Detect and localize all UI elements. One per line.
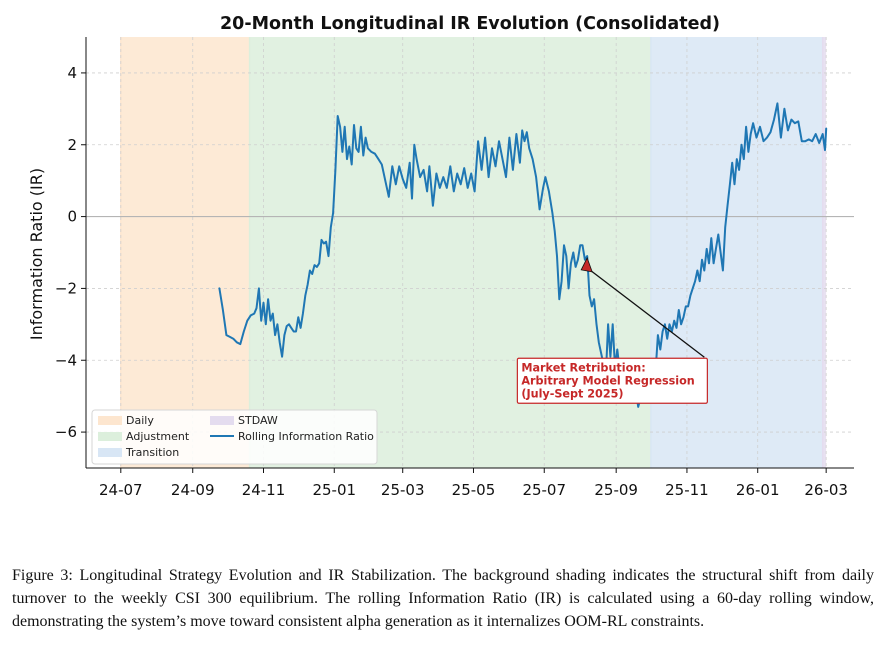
- annotation-text-line: (July-Sept 2025): [521, 387, 623, 400]
- regime-stdaw: [822, 37, 827, 468]
- y-tick-label: −2: [55, 279, 77, 297]
- x-tick-label: 25-07: [522, 481, 566, 499]
- regime-daily: [120, 37, 250, 468]
- x-tick-label: 25-03: [381, 481, 425, 499]
- legend-label: STDAW: [238, 414, 278, 427]
- figure-caption: Figure 3: Longitudinal Strategy Evolutio…: [12, 567, 874, 630]
- legend-label: Rolling Information Ratio: [238, 430, 374, 443]
- y-tick-label: 0: [67, 208, 77, 226]
- y-tick-label: −4: [55, 351, 77, 369]
- axes: [85, 37, 854, 469]
- legend-label: Daily: [126, 414, 154, 427]
- chart-title: 20-Month Longitudinal IR Evolution (Cons…: [220, 14, 720, 34]
- y-axis-label: Information Ratio (IR): [27, 168, 46, 340]
- x-tick-label: 24-11: [242, 481, 286, 499]
- x-tick-label: 25-11: [665, 481, 709, 499]
- annotation-arrowhead: [580, 256, 593, 273]
- legend-frame: [91, 409, 378, 465]
- legend-label: Adjustment: [126, 430, 190, 443]
- x-tick-label: 26-03: [804, 481, 848, 499]
- x-tick-label: 24-07: [99, 481, 143, 499]
- annotation-arrow-line: [586, 267, 705, 358]
- y-axis-ticks: 4 2 0 −2 −4 −6: [55, 64, 86, 441]
- annotation-market-retribution: Market Retribution:Arbitrary Model Regre…: [516, 256, 708, 404]
- legend-swatch-daily: [98, 416, 122, 425]
- y-tick-label: −6: [55, 423, 77, 441]
- legend-label: Transition: [125, 446, 179, 459]
- x-tick-label: 26-01: [736, 481, 780, 499]
- x-tick-label: 25-01: [312, 481, 356, 499]
- legend-swatch-transition: [98, 448, 122, 457]
- legend-swatch-stdaw: [210, 416, 234, 425]
- x-tick-label: 25-09: [594, 481, 638, 499]
- annotation-text-line: Arbitrary Model Regression: [521, 374, 694, 387]
- legend-swatch-adjustment: [98, 432, 122, 441]
- ir-evolution-chart: 24-07 24-09 24-11 25-01 25-03 25-05 25-07 25-09…: [27, 14, 854, 499]
- y-tick-label: 2: [67, 136, 77, 154]
- annotation-text-line: Market Retribution:: [521, 361, 645, 374]
- x-tick-label: 24-09: [171, 481, 215, 499]
- y-tick-label: 4: [67, 64, 77, 82]
- x-tick-label: 25-05: [452, 481, 496, 499]
- legend: Daily STDAW Adjustment Rolling Information …: [91, 409, 378, 465]
- series-line-rolling-ir: [218, 102, 828, 408]
- annotation-box: [516, 357, 708, 404]
- x-axis-ticks: 24-07 24-09 24-11 25-01 25-03 25-05 25-07 25-09…: [99, 468, 848, 499]
